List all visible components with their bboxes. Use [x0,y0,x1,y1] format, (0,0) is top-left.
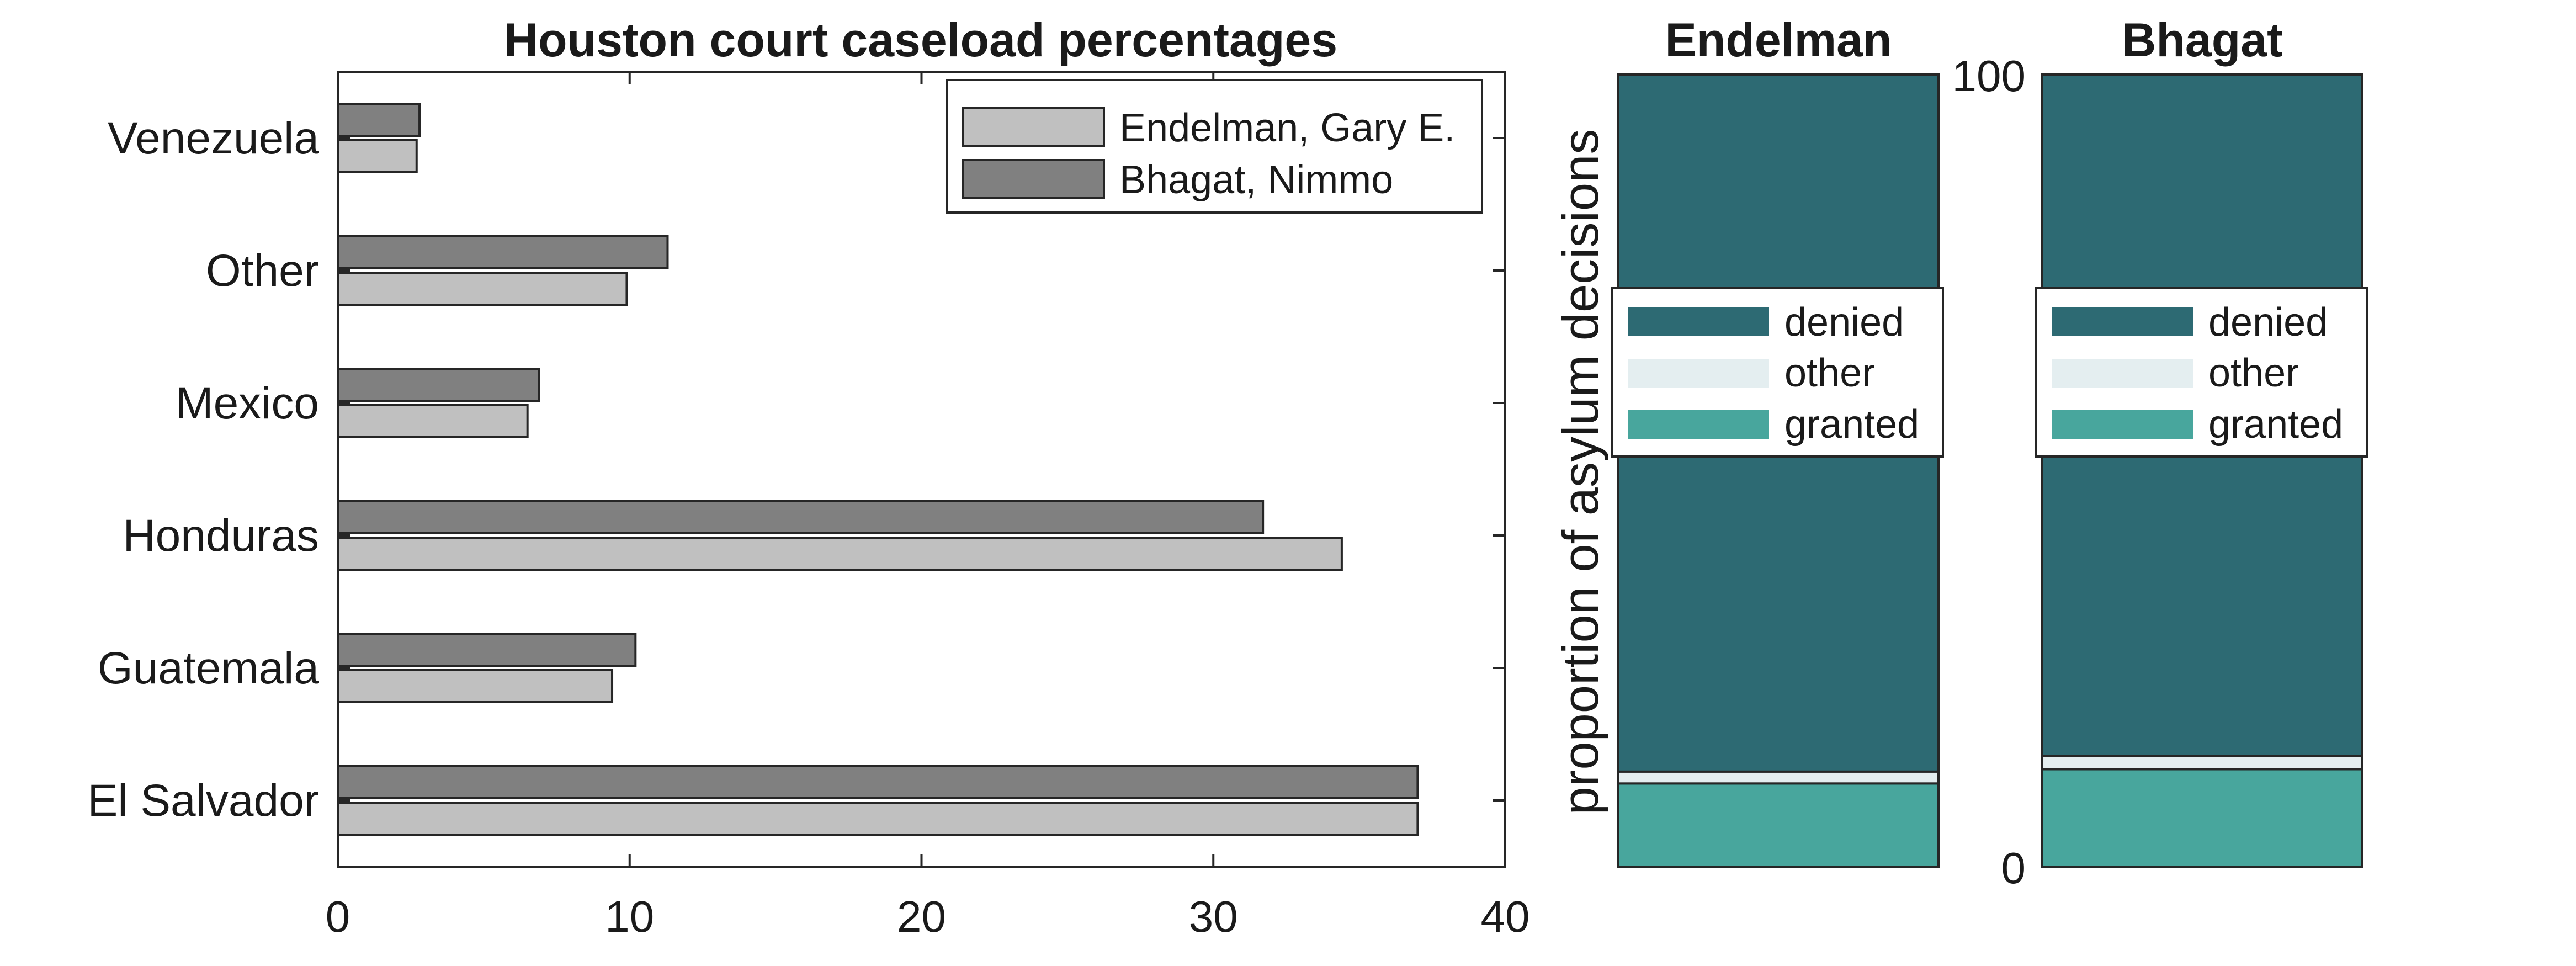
legend-label-other: other [2208,351,2299,395]
x-tick-label: 10 [605,892,654,941]
bhagat-title: Bhagat [2122,14,2282,67]
legend-swatch-other [2052,359,2193,388]
legend-swatch-denied [2052,307,2193,336]
x-tick-label: 0 [326,892,350,941]
bar-endelman [337,272,628,306]
y-tick-label: 0 [2001,843,2026,893]
y-tick-label: 100 [1952,51,2026,100]
x-tick-label: 30 [1189,892,1238,941]
bar-bhagat [337,368,540,402]
bar-endelman [337,139,418,173]
legend-label-granted: granted [2208,402,2343,447]
legend-label-other: other [1784,351,1875,395]
legend-swatch-other [1628,359,1769,388]
category-label: Guatemala [98,643,320,693]
bhagat-panel: Bhagat 100 0 denied other granted [1952,14,2368,893]
endelman-title: Endelman [1665,14,1892,67]
y-axis-label: proportion of asylum decisions [1553,129,1609,815]
category-label: Venezuela [108,113,319,163]
bar-bhagat [337,500,1265,534]
bar-bhagat [337,765,1419,799]
bar-bhagat [337,235,669,269]
legend-label-granted: granted [1784,402,1919,447]
category-label: Honduras [123,511,319,561]
bar-bhagat [337,103,421,137]
chart-title: Houston court caseload percentages [504,14,1337,67]
endelman-panel: Endelman denied other granted [1611,14,1944,868]
legend-label-bhagat: Bhagat, Nimmo [1119,158,1393,202]
legend-swatch-granted [1628,410,1769,439]
bar-endelman [337,404,529,438]
legend: Endelman, Gary E. Bhagat, Nimmo [946,79,1483,214]
legend-swatch-granted [2052,410,2193,439]
category-label: Mexico [176,378,319,428]
legend-label-denied: denied [2208,300,2328,344]
x-tick-label: 20 [897,892,946,941]
segment-granted [2041,768,2363,868]
x-tick-label: 40 [1481,892,1530,941]
category-label: El Salvador [88,776,319,826]
bhagat-legend: denied other granted [2035,287,2368,458]
legend-swatch-bhagat [962,159,1105,199]
category-label: Other [206,246,319,296]
bar-endelman [337,669,614,703]
legend-swatch-endelman [962,107,1105,147]
segment-granted [1617,782,1940,868]
legend-label-endelman: Endelman, Gary E. [1119,106,1455,150]
endelman-legend: denied other granted [1611,287,1944,458]
segment-other [1617,770,1940,785]
legend-label-denied: denied [1784,300,1904,344]
legend-swatch-denied [1628,307,1769,336]
caseload-bar-chart: Houston court caseload percentages Venez… [88,14,1530,941]
bar-bhagat [337,633,637,667]
segment-other [2041,755,2363,771]
bar-endelman [337,537,1343,571]
bar-endelman [337,802,1419,836]
